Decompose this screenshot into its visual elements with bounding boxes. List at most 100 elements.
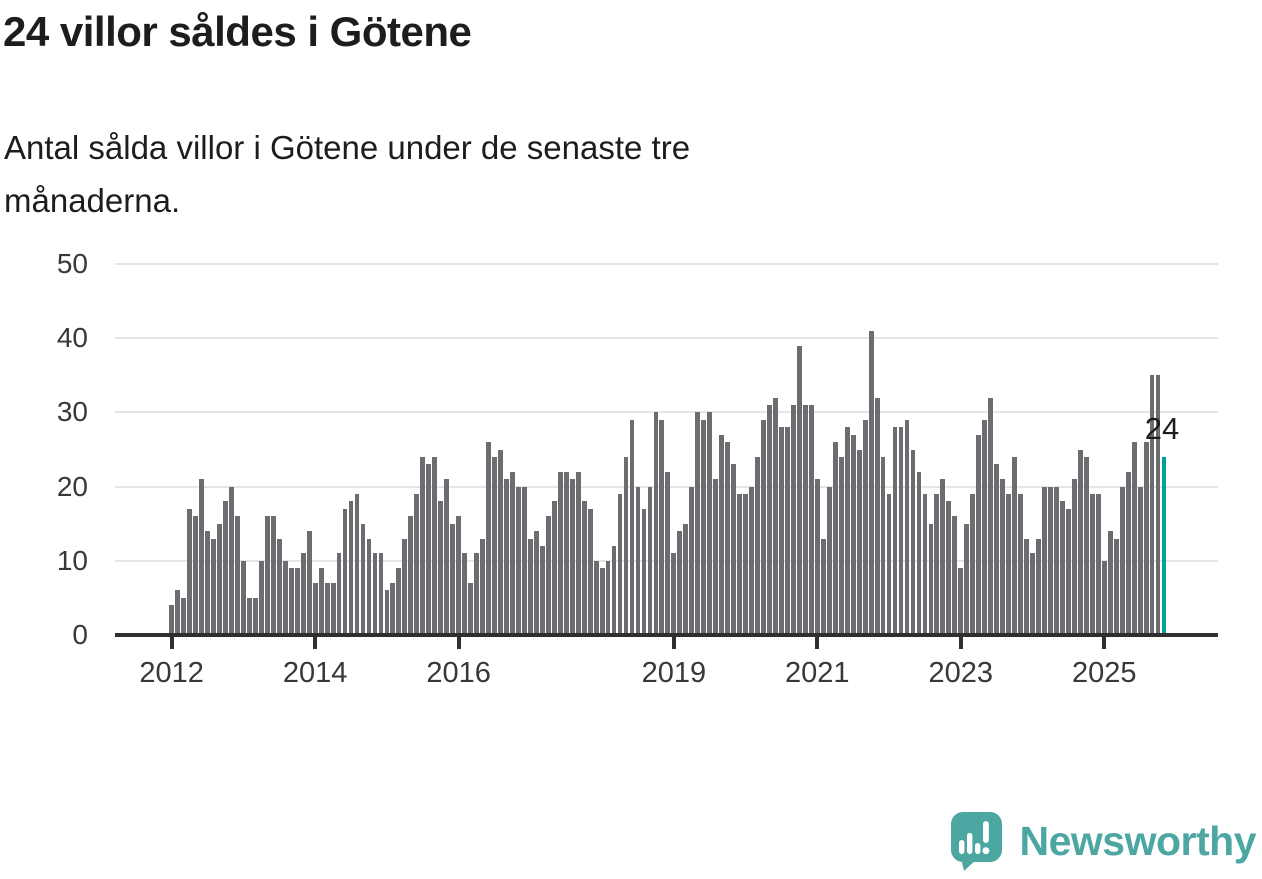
bar bbox=[533, 531, 539, 635]
bar bbox=[982, 419, 988, 635]
bar bbox=[1095, 494, 1101, 635]
bar bbox=[1113, 538, 1119, 635]
y-axis-label-0: 0 bbox=[72, 619, 88, 650]
bar bbox=[695, 412, 701, 635]
bar bbox=[1036, 538, 1041, 635]
bar bbox=[791, 404, 796, 635]
bar bbox=[802, 404, 808, 635]
chart-subtitle-line-1: Antal sålda villor i Götene under de sen… bbox=[4, 129, 691, 166]
bar bbox=[462, 553, 468, 635]
bar bbox=[1119, 486, 1125, 635]
bar bbox=[474, 553, 479, 635]
newsworthy-logo: Newsworthy bbox=[950, 811, 1257, 871]
newsworthy-logo-text: Newsworthy bbox=[1019, 817, 1257, 864]
bar bbox=[318, 568, 324, 635]
bar bbox=[527, 538, 533, 635]
bar bbox=[743, 494, 748, 635]
y-axis-label-10: 10 bbox=[56, 544, 88, 576]
bar bbox=[587, 508, 593, 635]
bar bbox=[575, 471, 581, 635]
bar bbox=[504, 479, 509, 635]
bar bbox=[964, 523, 970, 635]
bar bbox=[814, 479, 820, 635]
bar bbox=[486, 442, 491, 635]
bar bbox=[826, 486, 832, 635]
bar bbox=[193, 516, 198, 635]
x-axis-tick-2021 bbox=[815, 637, 820, 649]
bar bbox=[1060, 501, 1065, 635]
x-axis-label-2016: 2016 bbox=[426, 657, 491, 689]
bar bbox=[1030, 553, 1035, 635]
bar bbox=[432, 456, 438, 635]
bar bbox=[264, 516, 270, 635]
bar bbox=[599, 568, 605, 635]
bar bbox=[247, 597, 252, 635]
bar bbox=[749, 486, 754, 635]
bar bbox=[641, 508, 647, 635]
bar bbox=[444, 479, 450, 635]
bar bbox=[1018, 494, 1023, 635]
newsworthy-speech-bubble-chart-icon bbox=[950, 811, 1002, 871]
bar bbox=[1107, 531, 1113, 635]
bar bbox=[229, 486, 234, 635]
bar bbox=[904, 419, 910, 635]
bar bbox=[522, 486, 527, 635]
bar bbox=[181, 597, 187, 635]
bar bbox=[850, 434, 856, 635]
bar bbox=[605, 560, 611, 635]
bar bbox=[480, 538, 485, 635]
bar bbox=[892, 427, 898, 635]
bar bbox=[725, 442, 731, 635]
bar bbox=[946, 501, 952, 635]
y-axis-label-40: 40 bbox=[56, 322, 88, 354]
bar bbox=[306, 531, 312, 635]
bar bbox=[336, 553, 342, 635]
x-axis-label-2014: 2014 bbox=[282, 657, 348, 689]
bar bbox=[886, 494, 892, 635]
bar bbox=[438, 501, 444, 635]
gridline-y-30 bbox=[115, 411, 1218, 414]
bar bbox=[1012, 456, 1017, 635]
bar bbox=[940, 479, 946, 635]
bar bbox=[235, 516, 240, 635]
bar bbox=[348, 501, 354, 635]
x-axis-label-2012: 2012 bbox=[139, 657, 204, 689]
bar bbox=[241, 560, 246, 635]
bar bbox=[450, 523, 456, 635]
bar bbox=[282, 560, 288, 635]
bar bbox=[1143, 442, 1149, 635]
x-axis-tick-2014 bbox=[313, 637, 318, 649]
bar bbox=[366, 538, 372, 635]
bar bbox=[719, 434, 725, 635]
x-axis-tick-2023 bbox=[958, 637, 963, 649]
bar bbox=[516, 486, 521, 635]
bar bbox=[934, 494, 940, 635]
bar bbox=[976, 434, 982, 635]
bar bbox=[593, 560, 599, 635]
bar bbox=[1131, 442, 1137, 635]
bar bbox=[862, 419, 868, 635]
bar bbox=[677, 531, 683, 635]
x-axis-label-2021: 2021 bbox=[785, 657, 850, 689]
bar bbox=[1077, 449, 1083, 635]
bar bbox=[372, 553, 378, 635]
bar bbox=[779, 427, 784, 635]
bar bbox=[844, 427, 850, 635]
bar bbox=[635, 486, 641, 635]
bar bbox=[510, 471, 515, 635]
bar bbox=[384, 590, 390, 635]
bar bbox=[223, 501, 228, 635]
bar bbox=[994, 464, 1000, 635]
bar bbox=[1066, 508, 1071, 635]
bar bbox=[551, 501, 557, 635]
bar bbox=[402, 538, 408, 635]
bar bbox=[276, 538, 282, 635]
bar bbox=[1048, 486, 1053, 635]
bar bbox=[492, 456, 497, 635]
gridline-y-50 bbox=[115, 263, 1218, 265]
bar bbox=[1000, 479, 1006, 635]
bar bbox=[569, 479, 575, 635]
x-axis-label-2023: 2023 bbox=[928, 657, 994, 689]
bar bbox=[1054, 486, 1059, 635]
